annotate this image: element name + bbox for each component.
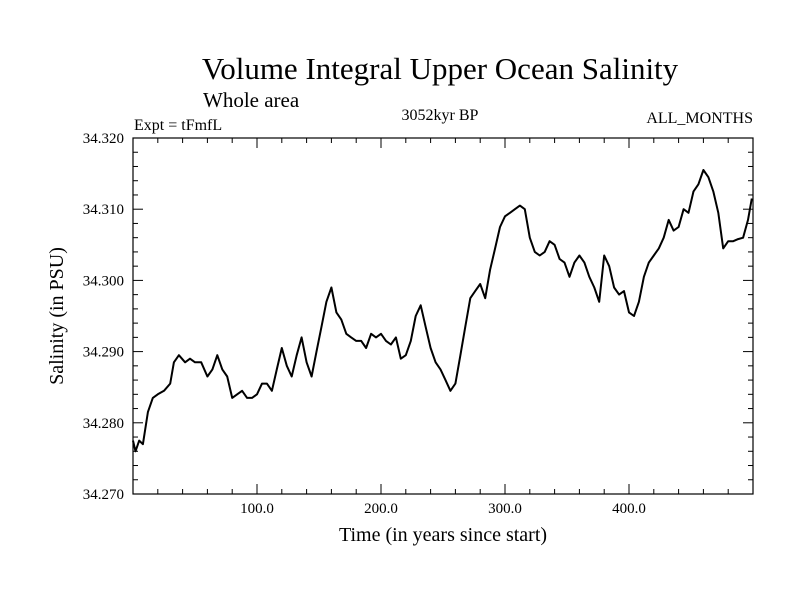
x-tick-label: 100.0 xyxy=(240,501,274,517)
x-tick-label: 200.0 xyxy=(364,501,398,517)
months-label: ALL_MONTHS xyxy=(646,110,753,127)
x-tick-label: 400.0 xyxy=(612,501,646,517)
experiment-label: Expt = tFmfL xyxy=(134,117,222,134)
y-tick-label: 34.320 xyxy=(83,131,124,147)
plot-frame xyxy=(132,137,754,495)
x-axis: 100.0 200.0 300.0 400.0 xyxy=(157,138,729,517)
period-label: 3052kyr BP xyxy=(402,107,479,124)
y-axis-label: Salinity (in PSU) xyxy=(46,247,68,385)
y-tick-label: 34.280 xyxy=(83,416,124,432)
y-tick-label: 34.310 xyxy=(83,202,124,218)
y-tick-label: 34.270 xyxy=(83,487,124,503)
salinity-series-line xyxy=(132,169,753,453)
y-tick-label: 34.300 xyxy=(83,273,124,289)
y-tick-label: 34.290 xyxy=(83,345,124,361)
x-tick-label: 300.0 xyxy=(488,501,522,517)
chart-title: Volume Integral Upper Ocean Salinity xyxy=(202,51,679,86)
y-axis: 34.270 34.280 34.290 34.300 34.310 34.320 xyxy=(83,131,753,503)
chart-subtitle: Whole area xyxy=(203,88,300,112)
x-axis-label: Time (in years since start) xyxy=(339,524,547,546)
